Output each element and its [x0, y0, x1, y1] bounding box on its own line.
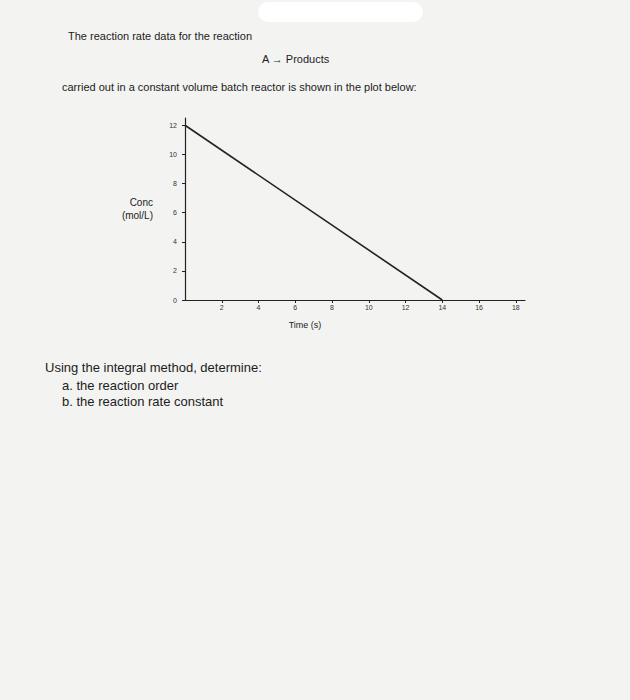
html-text:carried out in a constant volu: carried out in a constant volume batch r…	[62, 81, 417, 93]
svg-text:12: 12	[402, 304, 410, 311]
svg-text:4: 4	[173, 238, 177, 245]
svg-text:8: 8	[173, 180, 177, 187]
svg-text:6: 6	[173, 209, 177, 216]
html-text:A → Products: A → Products	[262, 53, 330, 65]
svg-text:0: 0	[173, 297, 177, 304]
svg-text:2: 2	[173, 267, 177, 274]
svg-text:4: 4	[257, 304, 261, 311]
svg-text:8: 8	[330, 304, 334, 311]
svg-text:6: 6	[293, 304, 297, 311]
svg-text:14: 14	[438, 304, 446, 311]
svg-text:10: 10	[365, 304, 373, 311]
svg-text:18: 18	[512, 304, 520, 311]
html-text:a. the reaction order: a. the reaction order	[62, 378, 179, 393]
svg-text:12: 12	[169, 122, 177, 129]
svg-text:2: 2	[220, 304, 224, 311]
svg-text:10: 10	[169, 151, 177, 158]
svg-text:Time (s): Time (s)	[289, 320, 322, 330]
svg-text:16: 16	[475, 304, 483, 311]
html-text:The reaction rate data for the: The reaction rate data for the reaction	[68, 30, 253, 42]
html-text:Using the integral method, det: Using the integral method, determine:	[45, 360, 262, 375]
html-text:b. the reaction rate constant: b. the reaction rate constant	[62, 394, 224, 409]
svg-text:Conc: Conc	[130, 197, 153, 208]
svg-text:(mol/L): (mol/L)	[122, 210, 153, 221]
